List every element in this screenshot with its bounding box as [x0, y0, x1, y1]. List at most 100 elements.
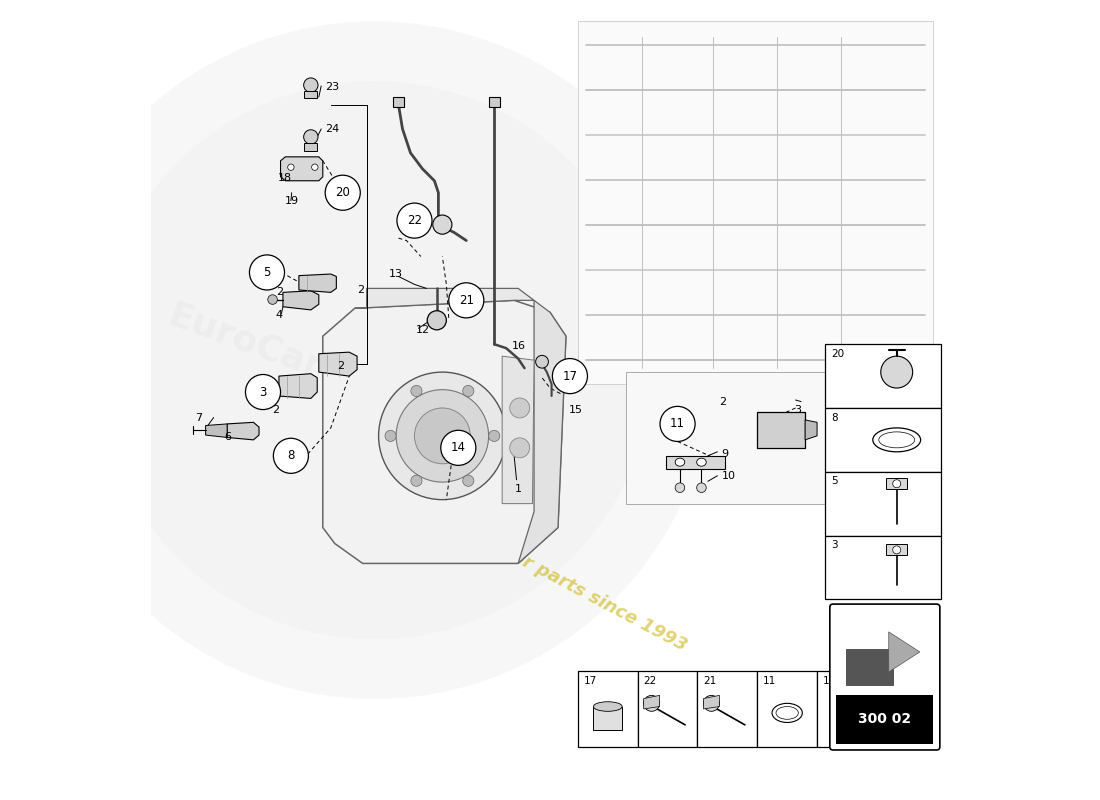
- Bar: [887, 544, 907, 555]
- Bar: [757, 671, 817, 746]
- Text: 22: 22: [644, 676, 657, 686]
- Text: 3: 3: [260, 386, 266, 398]
- Polygon shape: [322, 300, 565, 563]
- Ellipse shape: [772, 703, 802, 722]
- Text: 17: 17: [583, 676, 596, 686]
- Text: 14: 14: [451, 442, 465, 454]
- Text: 300 02: 300 02: [858, 712, 912, 726]
- Circle shape: [427, 310, 447, 330]
- Bar: [836, 694, 934, 744]
- Ellipse shape: [872, 428, 921, 452]
- Circle shape: [411, 386, 422, 397]
- Polygon shape: [279, 374, 317, 398]
- Circle shape: [660, 406, 695, 442]
- Circle shape: [250, 255, 285, 290]
- Circle shape: [552, 358, 587, 394]
- Circle shape: [463, 386, 474, 397]
- Text: 23: 23: [326, 82, 339, 93]
- Text: 24: 24: [326, 124, 340, 134]
- Circle shape: [432, 215, 452, 234]
- Text: 11: 11: [670, 418, 685, 430]
- Text: 20: 20: [832, 349, 845, 358]
- Text: 6: 6: [224, 433, 232, 442]
- Circle shape: [274, 438, 308, 474]
- Text: 9: 9: [722, 450, 728, 459]
- Bar: [697, 671, 757, 746]
- Text: 22: 22: [407, 214, 422, 227]
- Text: 4: 4: [276, 310, 283, 320]
- Ellipse shape: [96, 81, 653, 639]
- Ellipse shape: [696, 458, 706, 466]
- Circle shape: [396, 390, 488, 482]
- Text: 11: 11: [763, 676, 777, 686]
- Bar: [488, 97, 499, 106]
- Polygon shape: [757, 412, 805, 448]
- Circle shape: [696, 483, 706, 493]
- Circle shape: [704, 695, 719, 711]
- Bar: [393, 97, 404, 106]
- Ellipse shape: [311, 164, 318, 170]
- Polygon shape: [704, 695, 719, 709]
- Circle shape: [441, 430, 476, 466]
- Text: 17: 17: [562, 370, 578, 382]
- Bar: [817, 671, 877, 746]
- Circle shape: [488, 430, 499, 442]
- Bar: [626, 372, 909, 504]
- Text: 7: 7: [195, 414, 202, 423]
- Ellipse shape: [835, 706, 858, 720]
- Polygon shape: [666, 456, 725, 470]
- Circle shape: [644, 695, 660, 711]
- Text: 20: 20: [336, 186, 350, 199]
- Bar: [825, 535, 940, 599]
- Text: 5: 5: [263, 266, 271, 279]
- Text: 16: 16: [512, 341, 526, 350]
- Bar: [846, 649, 892, 686]
- Circle shape: [397, 203, 432, 238]
- Ellipse shape: [288, 164, 294, 170]
- Circle shape: [415, 408, 471, 464]
- Ellipse shape: [830, 702, 862, 723]
- Bar: [593, 706, 623, 730]
- Bar: [305, 91, 317, 98]
- Polygon shape: [283, 290, 319, 310]
- Ellipse shape: [509, 398, 530, 418]
- Text: 21: 21: [703, 676, 716, 686]
- Polygon shape: [280, 157, 322, 181]
- Circle shape: [536, 355, 549, 368]
- Bar: [305, 143, 317, 151]
- Circle shape: [304, 130, 318, 144]
- Circle shape: [326, 175, 361, 210]
- Polygon shape: [644, 695, 660, 709]
- Polygon shape: [518, 300, 565, 563]
- Ellipse shape: [36, 22, 714, 699]
- Ellipse shape: [675, 458, 684, 466]
- Ellipse shape: [879, 432, 914, 448]
- Circle shape: [385, 430, 396, 442]
- Text: 2: 2: [358, 285, 364, 295]
- Polygon shape: [227, 422, 258, 440]
- Text: 1: 1: [515, 484, 521, 494]
- Bar: [825, 344, 940, 408]
- Circle shape: [378, 372, 506, 500]
- Text: 2: 2: [273, 405, 279, 414]
- Polygon shape: [805, 420, 817, 440]
- Polygon shape: [206, 424, 227, 438]
- Polygon shape: [354, 288, 535, 308]
- Circle shape: [893, 480, 901, 488]
- Circle shape: [675, 483, 684, 493]
- Text: 2: 2: [337, 361, 344, 370]
- Circle shape: [463, 475, 474, 486]
- FancyBboxPatch shape: [829, 604, 939, 750]
- Bar: [887, 478, 907, 490]
- Ellipse shape: [509, 438, 530, 458]
- Text: 3: 3: [794, 405, 801, 414]
- Bar: [578, 671, 638, 746]
- Text: 8: 8: [287, 450, 295, 462]
- Text: 8: 8: [832, 413, 838, 422]
- Ellipse shape: [593, 702, 623, 711]
- Circle shape: [245, 374, 280, 410]
- Polygon shape: [299, 274, 337, 292]
- Polygon shape: [503, 356, 535, 504]
- Polygon shape: [889, 632, 920, 672]
- Circle shape: [304, 78, 318, 92]
